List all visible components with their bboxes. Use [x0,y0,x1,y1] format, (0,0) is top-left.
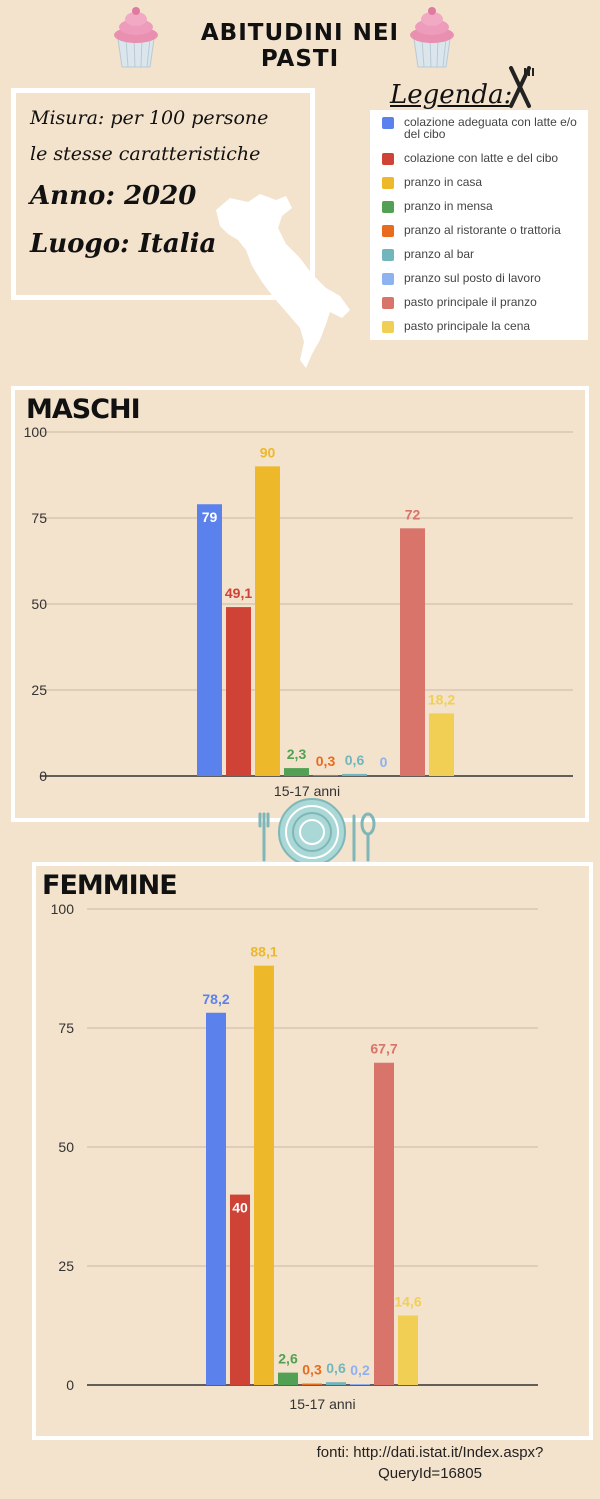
legend-label: colazione con latte e del cibo [404,151,559,165]
maschi-title: MASCHI [26,394,141,425]
femmine-title: FEMMINE [42,870,178,901]
info-box: Misura: per 100 persone le stesse caratt… [11,88,315,300]
anno-label: Anno: 2020 [30,181,197,211]
y-tick-label: 0 [39,768,47,784]
plate-cutlery-icon [258,798,376,866]
legend-box: colazione adeguata con latte e/o del cib… [370,110,588,340]
data-label: 79 [202,509,218,525]
femmine-panel-frame [32,862,593,1440]
maschi-chart: 0 25 50 75 100 79 49,1 90 2,3 0,3 0,6 0 72 18,2 15-17 … [21,394,577,808]
legend-swatch [382,225,394,237]
legend-label: colazione adeguata con latte e/o del cib… [404,115,577,141]
cupcake-icon [410,7,454,68]
data-label: 0 [380,754,388,770]
legend-label: pranzo sul posto di lavoro [404,271,541,285]
data-label: 0,3 [302,1362,322,1378]
legend-label: pasto principale il pranzo [404,295,537,309]
bar [342,773,367,776]
bar [350,1384,370,1385]
bar [326,1382,346,1385]
legend-swatch [382,117,394,129]
legend-swatch [382,153,394,165]
bar [226,607,251,776]
legend-swatch [382,201,394,213]
source-line-2: QueryId=16805 [378,1465,482,1482]
fork-knife-icon [509,66,534,108]
legend-label: pranzo in mensa [404,199,493,213]
y-tick-label: 25 [58,1258,74,1274]
y-tick-label: 25 [31,682,47,698]
data-label: 18,2 [428,691,455,707]
y-tick-label: 100 [24,424,48,440]
y-tick-label: 50 [31,596,47,612]
data-label: 78,2 [202,991,229,1007]
data-label: 0,6 [345,752,365,768]
legend-swatch [382,273,394,285]
legend-label: pranzo al ristorante o trattoria [404,223,561,237]
legend-title: Legenda: [390,80,513,110]
italy-map-icon [216,194,350,368]
data-label: 2,3 [287,746,307,762]
data-label: 72 [405,506,421,522]
bar [374,1062,394,1385]
page-title: ABITUDINI NEI PASTI [200,20,400,72]
y-tick-label: 0 [66,1377,74,1393]
misura-line-2: le stesse caratteristiche [30,143,261,165]
bar [284,768,309,776]
y-tick-label: 75 [58,1020,74,1036]
bar [197,504,222,776]
legend-label: pranzo al bar [404,247,475,261]
misura-line-1: Misura: per 100 persone [30,107,269,129]
y-tick-label: 75 [31,510,47,526]
y-tick-label: 100 [51,901,75,917]
x-tick-label: 15-17 anni [274,783,340,799]
luogo-label: Luogo: Italia [30,229,217,259]
legend-swatch [382,297,394,309]
bar [400,528,425,776]
bar [313,774,338,776]
legend-label: pranzo in casa [404,175,483,189]
bar [398,1315,418,1385]
chart-background [42,872,578,1428]
legend-swatch [382,249,394,261]
data-label: 67,7 [370,1041,397,1057]
data-label: 14,6 [394,1294,421,1310]
data-label: 0,3 [316,753,336,769]
legend-swatch [382,177,394,189]
bar [278,1372,298,1385]
data-label: 0,2 [350,1362,370,1378]
data-label: 49,1 [225,585,252,601]
bar [255,466,280,776]
source-note: fonti: http://dati.istat.it/Index.aspx? … [290,1442,570,1484]
bar [230,1194,250,1385]
bar [429,713,454,776]
data-label: 0,6 [326,1360,346,1376]
data-label: 90 [260,444,276,460]
cupcake-icon [114,7,158,68]
y-tick-label: 50 [58,1139,74,1155]
data-label: 88,1 [250,944,277,960]
femmine-chart: 0 25 50 75 100 78,2 40 88,1 2,60,3 0,6 0,2 67,7 14,6… [42,872,578,1428]
legend-label: pasto principale la cena [404,319,531,333]
data-label: 40 [232,1200,248,1216]
source-line-1: fonti: http://dati.istat.it/Index.aspx? [316,1444,544,1461]
bar [302,1383,322,1385]
bar [254,965,274,1385]
chart-background [21,394,577,808]
x-tick-label: 15-17 anni [289,1396,355,1412]
legend-swatch [382,321,394,333]
bar [206,1012,226,1385]
data-label: 2,6 [278,1351,298,1367]
